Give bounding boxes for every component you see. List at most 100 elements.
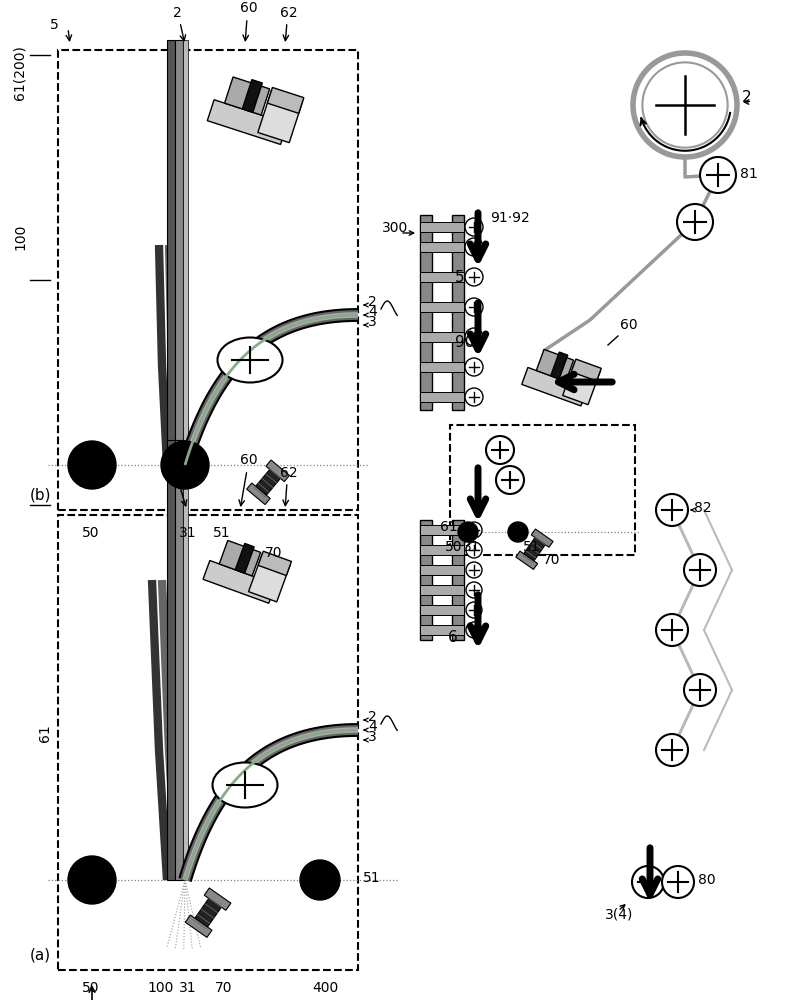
Bar xyxy=(420,392,464,402)
Circle shape xyxy=(684,554,716,586)
Text: 4: 4 xyxy=(368,720,377,734)
Bar xyxy=(247,483,270,505)
Text: 81: 81 xyxy=(740,167,757,181)
Text: 60: 60 xyxy=(240,1,258,15)
Bar xyxy=(167,440,175,880)
Text: 2: 2 xyxy=(368,710,377,724)
Bar xyxy=(266,460,290,482)
Bar xyxy=(420,362,464,372)
Bar xyxy=(537,349,574,381)
Text: 100: 100 xyxy=(147,981,174,995)
Bar xyxy=(58,515,358,970)
Circle shape xyxy=(458,522,478,542)
Circle shape xyxy=(677,204,713,240)
Bar xyxy=(242,80,262,112)
Text: 62: 62 xyxy=(280,466,297,480)
Bar xyxy=(522,536,546,564)
Circle shape xyxy=(465,328,483,346)
Text: 31: 31 xyxy=(179,526,196,540)
Bar xyxy=(571,359,601,381)
Circle shape xyxy=(700,157,736,193)
Text: 82: 82 xyxy=(694,501,712,515)
Bar xyxy=(175,40,183,465)
Bar xyxy=(450,425,635,555)
Circle shape xyxy=(656,494,688,526)
Bar xyxy=(183,40,188,465)
Text: 51: 51 xyxy=(523,540,540,554)
Text: 70: 70 xyxy=(215,981,233,995)
Circle shape xyxy=(466,622,482,638)
Circle shape xyxy=(465,388,483,406)
Bar xyxy=(175,440,183,880)
Text: (a): (a) xyxy=(30,947,51,962)
Text: 90: 90 xyxy=(455,335,474,350)
Text: 3: 3 xyxy=(368,730,377,744)
Bar xyxy=(420,215,432,410)
Bar xyxy=(204,888,231,910)
Circle shape xyxy=(465,218,483,236)
Bar xyxy=(420,520,432,640)
Bar xyxy=(452,520,464,640)
Circle shape xyxy=(486,436,514,464)
Bar xyxy=(563,362,600,405)
Circle shape xyxy=(466,602,482,618)
Circle shape xyxy=(68,441,116,489)
Text: 100: 100 xyxy=(13,224,27,250)
Text: 70: 70 xyxy=(265,546,282,560)
Bar xyxy=(258,551,291,576)
Circle shape xyxy=(662,866,694,898)
Bar xyxy=(420,585,464,595)
Bar xyxy=(235,543,254,573)
Bar xyxy=(522,367,587,406)
Text: 80: 80 xyxy=(698,873,716,887)
Circle shape xyxy=(633,53,737,157)
Ellipse shape xyxy=(218,338,282,382)
Circle shape xyxy=(656,734,688,766)
Bar xyxy=(185,915,212,937)
Circle shape xyxy=(465,298,483,316)
Text: 61: 61 xyxy=(38,725,52,742)
Bar xyxy=(420,332,464,342)
Bar xyxy=(420,222,464,232)
Text: 6: 6 xyxy=(448,630,458,645)
Text: 300: 300 xyxy=(382,221,408,235)
Bar xyxy=(219,540,260,576)
Bar xyxy=(267,87,304,113)
Bar xyxy=(452,215,464,410)
Text: 2: 2 xyxy=(742,90,752,105)
Bar xyxy=(225,77,270,115)
Circle shape xyxy=(466,582,482,598)
Bar xyxy=(531,529,553,547)
Text: 31: 31 xyxy=(179,981,196,995)
Circle shape xyxy=(496,466,524,494)
Text: 61(200): 61(200) xyxy=(13,45,27,100)
Circle shape xyxy=(161,441,209,489)
Circle shape xyxy=(466,522,482,538)
Circle shape xyxy=(642,62,727,148)
Bar xyxy=(420,302,464,312)
Bar xyxy=(551,352,568,379)
Text: 2: 2 xyxy=(173,471,181,485)
Bar xyxy=(420,525,464,535)
Text: 3: 3 xyxy=(368,315,377,329)
Bar xyxy=(420,565,464,575)
Ellipse shape xyxy=(212,762,278,808)
Bar xyxy=(420,625,464,635)
Circle shape xyxy=(466,542,482,558)
Text: 4: 4 xyxy=(368,305,377,319)
Circle shape xyxy=(684,674,716,706)
Bar xyxy=(167,40,175,465)
Bar xyxy=(516,551,537,569)
Text: 5: 5 xyxy=(50,18,58,32)
Circle shape xyxy=(465,268,483,286)
Circle shape xyxy=(466,562,482,578)
Text: 31: 31 xyxy=(463,540,481,554)
Bar xyxy=(420,545,464,555)
Circle shape xyxy=(68,856,116,904)
Bar xyxy=(193,897,222,931)
Circle shape xyxy=(300,860,340,900)
Text: 50: 50 xyxy=(82,981,99,995)
Text: 2: 2 xyxy=(368,295,377,309)
Bar xyxy=(420,272,464,282)
Text: 60: 60 xyxy=(620,318,638,332)
